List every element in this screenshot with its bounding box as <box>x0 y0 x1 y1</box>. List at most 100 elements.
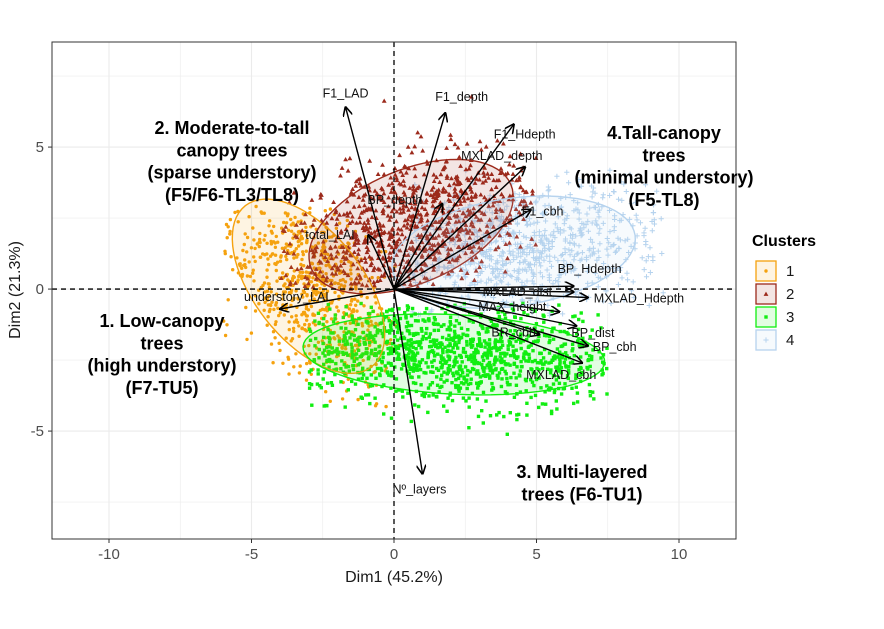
scatter-point <box>607 192 613 199</box>
scatter-point <box>362 336 366 341</box>
scatter-point <box>437 342 441 346</box>
scatter-point <box>418 233 424 238</box>
scatter-point <box>394 252 399 257</box>
scatter-point <box>385 329 390 333</box>
scatter-point <box>453 363 457 367</box>
scatter-point <box>453 324 457 328</box>
scatter-point <box>506 197 512 202</box>
scatter-point <box>650 210 656 216</box>
scatter-point <box>269 290 273 294</box>
scatter-point <box>301 310 306 315</box>
scatter-point <box>299 262 303 267</box>
scatter-point <box>407 352 411 356</box>
scatter-point <box>436 368 441 372</box>
scatter-point <box>539 283 545 289</box>
scatter-point <box>575 273 581 279</box>
scatter-point <box>454 343 459 347</box>
scatter-point <box>650 254 656 260</box>
scatter-point <box>500 339 504 344</box>
scatter-point <box>425 218 431 223</box>
scatter-point <box>416 332 420 336</box>
scatter-point <box>244 305 248 310</box>
scatter-point <box>433 344 438 349</box>
scatter-point <box>488 363 492 368</box>
scatter-point <box>448 391 453 395</box>
scatter-point <box>389 374 394 378</box>
scatter-point <box>641 233 647 239</box>
scatter-point <box>446 344 450 348</box>
scatter-point <box>292 296 296 300</box>
scatter-point <box>389 363 393 367</box>
scatter-point <box>322 362 326 367</box>
scatter-point <box>389 370 394 374</box>
scatter-point <box>472 282 478 288</box>
scatter-point <box>628 201 634 207</box>
scatter-point <box>495 358 499 362</box>
scatter-point <box>222 319 226 323</box>
scatter-point <box>361 352 365 356</box>
scatter-point <box>283 211 288 215</box>
scatter-point <box>379 197 385 202</box>
scatter-point <box>550 330 554 334</box>
scatter-point <box>476 343 481 348</box>
scatter-point <box>436 352 440 356</box>
scatter-point <box>539 386 543 390</box>
scatter-point <box>469 94 474 99</box>
scatter-point <box>499 351 503 356</box>
scatter-point <box>486 175 491 180</box>
scatter-point <box>311 313 315 317</box>
scatter-point <box>409 419 413 424</box>
scatter-point <box>414 185 420 191</box>
scatter-point <box>470 391 475 396</box>
scatter-point <box>649 218 655 225</box>
scatter-point <box>499 279 505 285</box>
scatter-point <box>595 274 601 280</box>
scatter-point <box>419 383 423 387</box>
scatter-point <box>559 266 565 272</box>
scatter-point <box>600 192 606 198</box>
scatter-point <box>392 165 398 171</box>
scatter-point <box>324 345 329 350</box>
scatter-point <box>361 228 367 233</box>
scatter-point <box>479 344 483 349</box>
scatter-point <box>562 238 568 244</box>
scatter-point <box>297 244 301 248</box>
scatter-point <box>317 269 323 274</box>
scatter-point <box>585 228 591 234</box>
scatter-point <box>374 191 380 196</box>
scatter-point <box>328 280 334 286</box>
scatter-point <box>410 194 415 199</box>
scatter-point <box>535 219 541 225</box>
scatter-point <box>409 323 414 328</box>
scatter-point <box>407 356 411 360</box>
scatter-point <box>393 262 398 267</box>
scatter-point <box>571 347 575 351</box>
scatter-point <box>375 328 380 332</box>
scatter-point <box>388 214 394 219</box>
scatter-point <box>512 351 516 355</box>
scatter-point <box>415 365 419 369</box>
scatter-point <box>486 253 493 259</box>
scatter-point <box>367 324 371 328</box>
scatter-point <box>455 255 460 261</box>
scatter-point <box>431 267 436 272</box>
scatter-point <box>481 173 487 178</box>
scatter-point <box>310 222 316 227</box>
variable-arrow <box>368 235 395 290</box>
scatter-point <box>376 243 381 248</box>
variable-arrow <box>393 288 423 474</box>
scatter-point <box>445 337 449 341</box>
scatter-point <box>376 351 381 355</box>
scatter-point <box>468 187 474 192</box>
scatter-point <box>318 384 322 388</box>
scatter-point <box>486 350 490 354</box>
scatter-point <box>567 252 573 258</box>
scatter-point <box>444 173 450 178</box>
scatter-point <box>247 215 251 219</box>
scatter-point <box>307 343 311 348</box>
scatter-point <box>407 371 411 376</box>
scatter-point <box>466 328 470 332</box>
scatter-point <box>460 227 465 232</box>
scatter-point <box>502 352 506 356</box>
scatter-point <box>521 216 526 221</box>
